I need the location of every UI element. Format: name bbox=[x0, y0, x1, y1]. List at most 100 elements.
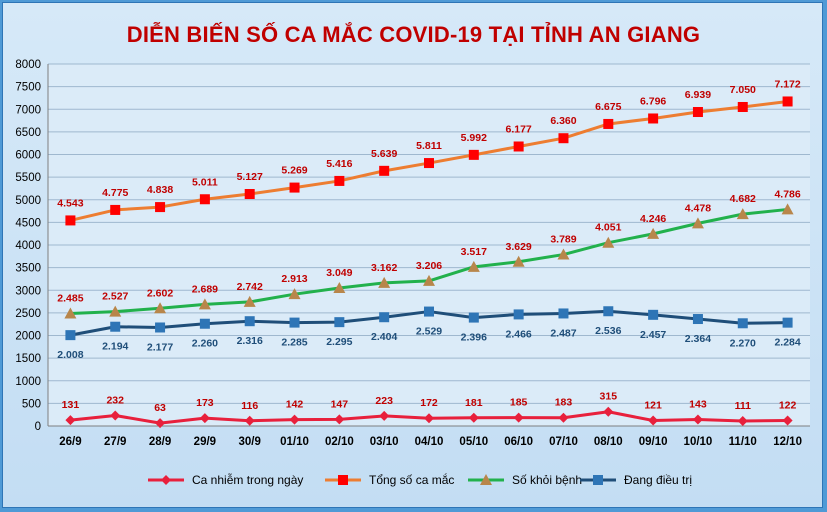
data-point-ca-nhiem bbox=[737, 415, 748, 426]
data-label-dang-dieu-tri: 2.260 bbox=[192, 338, 218, 350]
data-label-tong-so: 6.675 bbox=[595, 101, 621, 113]
data-point-ca-nhiem bbox=[782, 415, 793, 426]
data-point-tong-so bbox=[692, 107, 703, 118]
legend-label-tong-so: Tổng số ca mắc bbox=[369, 472, 454, 487]
y-tick-label: 1500 bbox=[15, 353, 41, 365]
data-point-dang-dieu-tri bbox=[244, 316, 255, 327]
data-point-tong-so bbox=[110, 204, 121, 215]
data-point-ca-nhiem bbox=[603, 406, 614, 417]
data-point-khoi-benh bbox=[602, 236, 615, 248]
legend-label-ca-nhiem: Ca nhiễm trong ngày bbox=[192, 472, 303, 487]
legend-marker-khoi-benh bbox=[480, 474, 492, 485]
data-point-tong-so bbox=[603, 118, 614, 129]
y-tick-label: 4000 bbox=[15, 240, 41, 252]
y-tick-label: 5500 bbox=[15, 172, 41, 184]
data-point-khoi-benh bbox=[243, 295, 256, 307]
legend-label-khoi-benh: Số khỏi bệnh bbox=[512, 473, 582, 487]
data-label-dang-dieu-tri: 2.284 bbox=[774, 337, 800, 349]
data-point-tong-so bbox=[199, 194, 210, 205]
x-tick-label: 11/10 bbox=[729, 436, 757, 448]
y-tick-label: 3000 bbox=[15, 285, 41, 297]
data-label-khoi-benh: 3.206 bbox=[416, 260, 442, 272]
data-label-khoi-benh: 3.629 bbox=[506, 241, 532, 253]
data-label-tong-so: 4.838 bbox=[147, 184, 173, 196]
y-tick-label: 4500 bbox=[15, 217, 41, 229]
data-label-ca-nhiem: 181 bbox=[465, 397, 483, 409]
data-label-dang-dieu-tri: 2.396 bbox=[461, 332, 487, 344]
x-tick-label: 30/9 bbox=[239, 436, 261, 448]
data-label-dang-dieu-tri: 2.316 bbox=[237, 335, 263, 347]
data-point-ca-nhiem bbox=[513, 412, 524, 423]
data-point-dang-dieu-tri bbox=[737, 318, 748, 329]
data-label-khoi-benh: 2.602 bbox=[147, 287, 173, 299]
data-label-ca-nhiem: 147 bbox=[331, 398, 349, 410]
x-tick-label: 04/10 bbox=[415, 436, 444, 448]
data-label-dang-dieu-tri: 2.364 bbox=[685, 333, 711, 345]
data-label-tong-so: 5.811 bbox=[416, 140, 442, 152]
data-point-tong-so bbox=[244, 189, 255, 200]
data-point-ca-nhiem bbox=[648, 415, 659, 426]
data-point-tong-so bbox=[424, 158, 434, 169]
legend-marker-dang-dieu-tri bbox=[593, 475, 603, 485]
data-point-khoi-benh bbox=[154, 302, 167, 314]
data-label-dang-dieu-tri: 2.177 bbox=[147, 341, 173, 353]
data-label-ca-nhiem: 142 bbox=[286, 399, 304, 411]
data-point-dang-dieu-tri bbox=[424, 306, 434, 317]
y-tick-label: 7500 bbox=[15, 82, 41, 94]
data-label-khoi-benh: 2.689 bbox=[192, 283, 218, 295]
y-tick-label: 1000 bbox=[15, 376, 41, 388]
y-tick-label: 7000 bbox=[15, 104, 41, 116]
data-label-ca-nhiem: 111 bbox=[735, 400, 752, 412]
x-tick-label: 07/10 bbox=[549, 436, 578, 448]
data-point-dang-dieu-tri bbox=[379, 312, 390, 323]
data-point-ca-nhiem bbox=[468, 412, 479, 423]
legend-label-dang-dieu-tri: Đang điều trị bbox=[624, 473, 692, 487]
data-point-tong-so bbox=[289, 182, 300, 193]
data-label-khoi-benh: 3.162 bbox=[371, 262, 397, 274]
y-tick-label: 2000 bbox=[15, 331, 41, 343]
x-tick-label: 10/10 bbox=[684, 436, 713, 448]
x-tick-label: 03/10 bbox=[370, 436, 399, 448]
x-tick-label: 26/9 bbox=[59, 436, 81, 448]
data-label-ca-nhiem: 122 bbox=[779, 399, 797, 411]
y-tick-label: 0 bbox=[35, 421, 41, 433]
data-point-khoi-benh bbox=[378, 276, 391, 288]
data-label-ca-nhiem: 315 bbox=[600, 391, 618, 403]
data-point-khoi-benh bbox=[467, 260, 480, 272]
y-tick-label: 8000 bbox=[15, 59, 41, 71]
x-tick-label: 05/10 bbox=[459, 436, 488, 448]
x-tick-label: 12/10 bbox=[773, 436, 802, 448]
data-point-dang-dieu-tri bbox=[692, 314, 703, 325]
data-label-dang-dieu-tri: 2.487 bbox=[550, 327, 576, 339]
data-label-dang-dieu-tri: 2.529 bbox=[416, 326, 442, 338]
data-label-khoi-benh: 3.789 bbox=[550, 234, 576, 246]
data-point-khoi-benh bbox=[736, 208, 749, 220]
data-label-tong-so: 6.939 bbox=[685, 89, 711, 101]
data-label-khoi-benh: 3.049 bbox=[326, 267, 352, 279]
data-label-khoi-benh: 2.485 bbox=[57, 293, 83, 305]
data-label-tong-so: 6.177 bbox=[506, 123, 532, 135]
data-point-tong-so bbox=[334, 175, 345, 186]
data-label-khoi-benh: 4.051 bbox=[595, 222, 621, 234]
data-label-tong-so: 5.011 bbox=[192, 176, 218, 188]
data-point-ca-nhiem bbox=[379, 410, 390, 421]
data-label-dang-dieu-tri: 2.285 bbox=[281, 337, 307, 349]
x-tick-label: 09/10 bbox=[639, 436, 668, 448]
data-point-khoi-benh bbox=[557, 248, 570, 260]
data-point-dang-dieu-tri bbox=[110, 321, 121, 332]
data-label-khoi-benh: 2.527 bbox=[102, 291, 128, 303]
data-label-tong-so: 4.775 bbox=[102, 187, 128, 199]
data-point-dang-dieu-tri bbox=[155, 322, 166, 333]
data-label-ca-nhiem: 173 bbox=[196, 397, 214, 409]
y-tick-label: 6500 bbox=[15, 127, 41, 139]
data-point-khoi-benh bbox=[691, 217, 704, 229]
legend-marker-tong-so bbox=[338, 475, 348, 485]
data-label-ca-nhiem: 183 bbox=[555, 397, 573, 409]
data-point-ca-nhiem bbox=[692, 414, 703, 425]
data-point-khoi-benh bbox=[64, 307, 77, 319]
data-point-dang-dieu-tri bbox=[289, 317, 300, 328]
data-point-tong-so bbox=[155, 202, 166, 213]
data-label-khoi-benh: 3.517 bbox=[461, 246, 487, 258]
data-label-ca-nhiem: 63 bbox=[154, 402, 166, 414]
